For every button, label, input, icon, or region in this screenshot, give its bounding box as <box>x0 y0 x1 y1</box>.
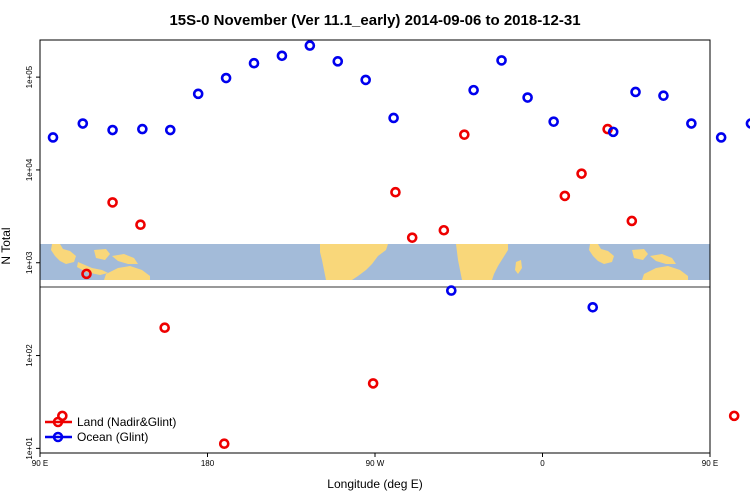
ocean-point <box>220 72 232 84</box>
ocean-point <box>496 55 507 66</box>
land-point <box>159 322 170 334</box>
y-tick-label: 1e+03 <box>25 251 34 274</box>
land-maritime-se-asia-repeat <box>589 244 614 264</box>
ocean-point <box>658 90 669 101</box>
ocean-point <box>587 301 599 313</box>
land-africa <box>456 244 508 280</box>
ocean-point <box>388 112 399 124</box>
x-tick-label: 0 <box>540 459 545 468</box>
land-point <box>367 378 379 389</box>
ocean-point <box>522 92 533 103</box>
chart-title: 15S-0 November (Ver 11.1_early) 2014-09-… <box>169 12 580 29</box>
land-sumatra-java <box>77 262 108 275</box>
ocean-point <box>137 123 148 135</box>
legend-land-label: Land (Nadir&Glint) <box>77 415 176 429</box>
land-new-guinea <box>112 254 138 264</box>
land-point <box>459 129 470 140</box>
ocean-point <box>446 285 457 296</box>
ocean-point <box>248 57 260 69</box>
land-borneo <box>94 249 110 260</box>
y-axis-label: N Total <box>0 227 13 264</box>
x-tick-label: 90 W <box>366 459 385 468</box>
ocean-point <box>332 56 344 67</box>
x-tick-label: 180 <box>201 459 215 468</box>
ocean-point <box>686 118 697 129</box>
x-tick-label: 90 E <box>702 459 718 468</box>
land-point <box>390 186 401 198</box>
ocean-series <box>47 40 750 313</box>
x-axis: 90 E 180 90 W 0 90 E <box>32 453 718 468</box>
ocean-point <box>77 118 89 129</box>
land-maritime-se-asia <box>51 244 76 264</box>
ocean-point <box>107 124 118 136</box>
y-tick-label: 1e+02 <box>25 344 34 367</box>
land-australia-north-repeat <box>642 266 688 280</box>
ocean-point <box>745 118 750 129</box>
y-tick-label: 1e+04 <box>25 158 34 181</box>
land-new-guinea-repeat <box>650 254 676 264</box>
land-point <box>135 219 146 230</box>
x-tick-label: 90 E <box>32 459 48 468</box>
ocean-point <box>164 124 176 136</box>
ocean-point <box>360 74 371 86</box>
y-tick-label: 1e+05 <box>25 65 34 88</box>
land-australia-north <box>104 266 150 280</box>
land-borneo-repeat <box>632 249 648 260</box>
ocean-point <box>548 116 559 127</box>
ocean-point <box>276 50 288 62</box>
legend-land-marker <box>52 416 64 428</box>
ocean-point <box>192 88 204 100</box>
land-point <box>218 438 230 450</box>
ocean-point <box>715 132 727 143</box>
land-point <box>626 215 638 227</box>
y-axis: 1e+01 1e+02 1e+03 1e+04 1e+05 <box>25 65 40 460</box>
land-point <box>81 268 92 280</box>
land-series <box>57 123 740 450</box>
ocean-point <box>607 126 619 138</box>
legend-ocean-label: Ocean (Glint) <box>77 430 148 444</box>
y-tick-label: 1e+01 <box>25 437 34 460</box>
land-south-america <box>320 244 388 280</box>
ocean-point <box>468 84 479 96</box>
land-point <box>438 224 450 236</box>
land-point <box>107 197 118 208</box>
land-madagascar <box>515 260 522 274</box>
land-point <box>559 190 571 202</box>
land-point <box>406 232 418 243</box>
ocean-point <box>47 132 59 143</box>
legend-ocean-marker <box>52 431 64 443</box>
land-point <box>728 410 740 422</box>
x-axis-label: Longitude (deg E) <box>327 477 422 491</box>
ocean-point <box>304 40 316 51</box>
world-map-strip <box>40 244 710 280</box>
legend: Land (Nadir&Glint) Ocean (Glint) <box>45 415 176 444</box>
land-point <box>576 168 587 179</box>
ocean-point <box>630 86 641 98</box>
